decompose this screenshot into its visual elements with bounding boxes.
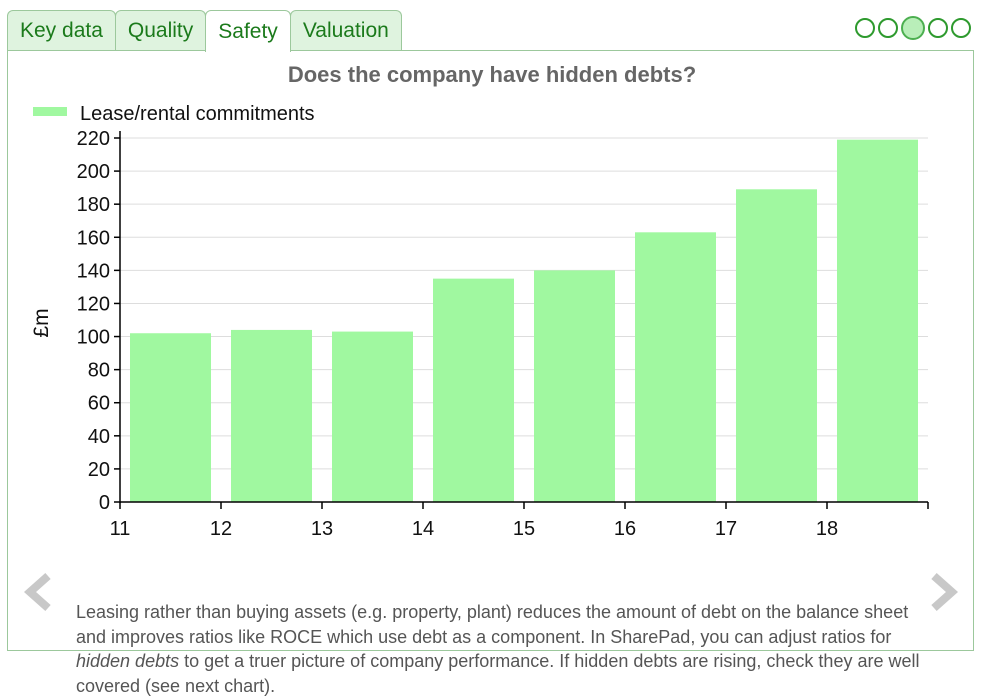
- y-tick-label: 220: [77, 128, 110, 150]
- x-tick-label: 16: [614, 518, 636, 540]
- x-tick-label: 13: [311, 518, 333, 540]
- page-dot-1[interactable]: [855, 18, 875, 38]
- y-tick-label: 140: [77, 260, 110, 282]
- bar: [635, 232, 716, 503]
- bar: [837, 139, 918, 502]
- x-tick-label: 15: [513, 518, 535, 540]
- description-text: Leasing rather than buying assets (e.g. …: [76, 602, 909, 647]
- description-text-end: to get a truer picture of company perfor…: [76, 651, 920, 696]
- x-tick-label: 12: [210, 518, 232, 540]
- y-tick-label: 160: [77, 227, 110, 249]
- chart-panel: Does the company have hidden debts? Leas…: [7, 50, 974, 696]
- tab-quality[interactable]: Quality: [114, 10, 207, 51]
- y-tick-label: 20: [88, 459, 110, 481]
- tab-bar: Key data Quality Safety Valuation: [7, 10, 402, 52]
- bar: [534, 270, 615, 502]
- legend-swatch: [33, 107, 67, 116]
- y-tick-label: 100: [77, 327, 110, 349]
- tab-key-data[interactable]: Key data: [7, 10, 116, 51]
- x-tick-label: 14: [412, 518, 434, 540]
- page-dot-2[interactable]: [878, 18, 898, 38]
- y-tick-label: 120: [77, 293, 110, 315]
- y-tick-label: 60: [88, 393, 110, 415]
- x-tick-label: 18: [816, 518, 838, 540]
- y-tick-label: 0: [99, 492, 110, 514]
- axes: 0 20 40 60 80 100 120 140 160 180 200 220 11 12 13 14 15…: [77, 128, 929, 540]
- tab-safety[interactable]: Safety: [205, 10, 291, 52]
- bar: [332, 331, 413, 502]
- tab-valuation[interactable]: Valuation: [289, 10, 402, 51]
- bars: [130, 139, 918, 503]
- chevron-left-icon[interactable]: [22, 572, 54, 612]
- page-dot-3[interactable]: [901, 16, 925, 40]
- x-tick-label: 11: [110, 518, 131, 540]
- chart-title: Does the company have hidden debts?: [288, 62, 696, 87]
- y-tick-label: 80: [88, 360, 110, 382]
- legend-label: Lease/rental commitments: [80, 103, 315, 125]
- bar-chart: Does the company have hidden debts? Leas…: [30, 62, 929, 540]
- chevron-right-icon[interactable]: [928, 572, 960, 612]
- x-tick-label: 17: [715, 518, 737, 540]
- y-tick-label: 180: [77, 194, 110, 216]
- bar: [130, 333, 211, 502]
- bar: [736, 189, 817, 503]
- page-dot-4[interactable]: [928, 18, 948, 38]
- chart-description: Leasing rather than buying assets (e.g. …: [76, 600, 926, 698]
- y-tick-label: 40: [88, 426, 110, 448]
- hidden-debts-term: hidden debts: [76, 651, 180, 671]
- y-tick-label: 200: [77, 161, 110, 183]
- y-axis-label: £m: [30, 308, 53, 337]
- page-dot-5[interactable]: [951, 18, 971, 38]
- page-indicator: [852, 16, 971, 40]
- bar: [433, 278, 514, 502]
- bar: [231, 329, 312, 502]
